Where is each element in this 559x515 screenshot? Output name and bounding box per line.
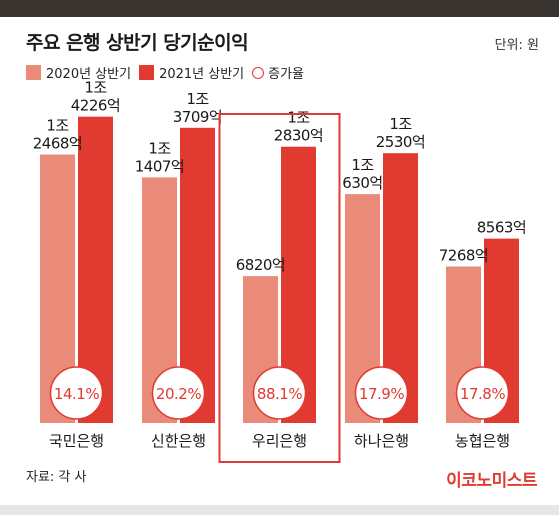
highlight-box [218, 113, 341, 463]
value-label-2020: 6820억 [236, 256, 285, 274]
growth-circle [252, 366, 307, 420]
value-label-2021: 1조 2530억 [376, 115, 425, 151]
category-label: 농협은행 [455, 432, 510, 450]
publisher-logo: 이코노미스트 [446, 471, 537, 491]
category-label: 국민은행 [49, 432, 104, 450]
source-note: 자료: 각 사 [26, 470, 87, 485]
category-label: 우리은행 [252, 432, 307, 450]
growth-label: 88.1% [257, 385, 302, 403]
category-label: 신한은행 [151, 432, 206, 450]
growth-circle [354, 366, 409, 420]
growth-label: 14.1% [54, 385, 99, 403]
legend-item-growth: 증가율 [252, 63, 304, 82]
value-label-2020: 1조 1407억 [135, 139, 184, 175]
legend: 2020년 상반기 2021년 상반기 증가율 [26, 63, 312, 82]
top-bar [0, 0, 559, 17]
growth-label: 17.8% [460, 385, 505, 403]
legend-label-2021: 2021년 상반기 [159, 67, 245, 82]
legend-label-2020: 2020년 상반기 [46, 67, 132, 82]
growth-circle [49, 366, 104, 420]
chart-title: 주요 은행 상반기 당기순이익 [26, 32, 249, 54]
unit-label: 단위: 원 [494, 38, 539, 53]
growth-ring-icon [252, 66, 265, 79]
legend-swatch-2020 [26, 65, 41, 80]
value-label-2021: 1조 3709억 [173, 90, 222, 126]
value-label-2020: 1조 630억 [342, 156, 382, 192]
value-label-2021: 1조 4226억 [71, 79, 120, 115]
category-label: 하나은행 [354, 432, 409, 450]
growth-label: 17.9% [359, 385, 404, 403]
legend-swatch-2021 [139, 65, 155, 80]
growth-circle [151, 366, 206, 420]
value-label-2020: 1조 2468억 [33, 117, 82, 153]
value-label-2021: 8563억 [477, 219, 526, 237]
legend-item-2020: 2020년 상반기 [26, 63, 131, 82]
legend-item-2021: 2021년 상반기 [139, 63, 244, 82]
bottom-bar [0, 505, 559, 515]
growth-circle [455, 366, 510, 420]
value-label-2020: 7268억 [439, 246, 488, 264]
legend-label-growth: 증가율 [268, 67, 305, 82]
growth-label: 20.2% [156, 385, 201, 403]
